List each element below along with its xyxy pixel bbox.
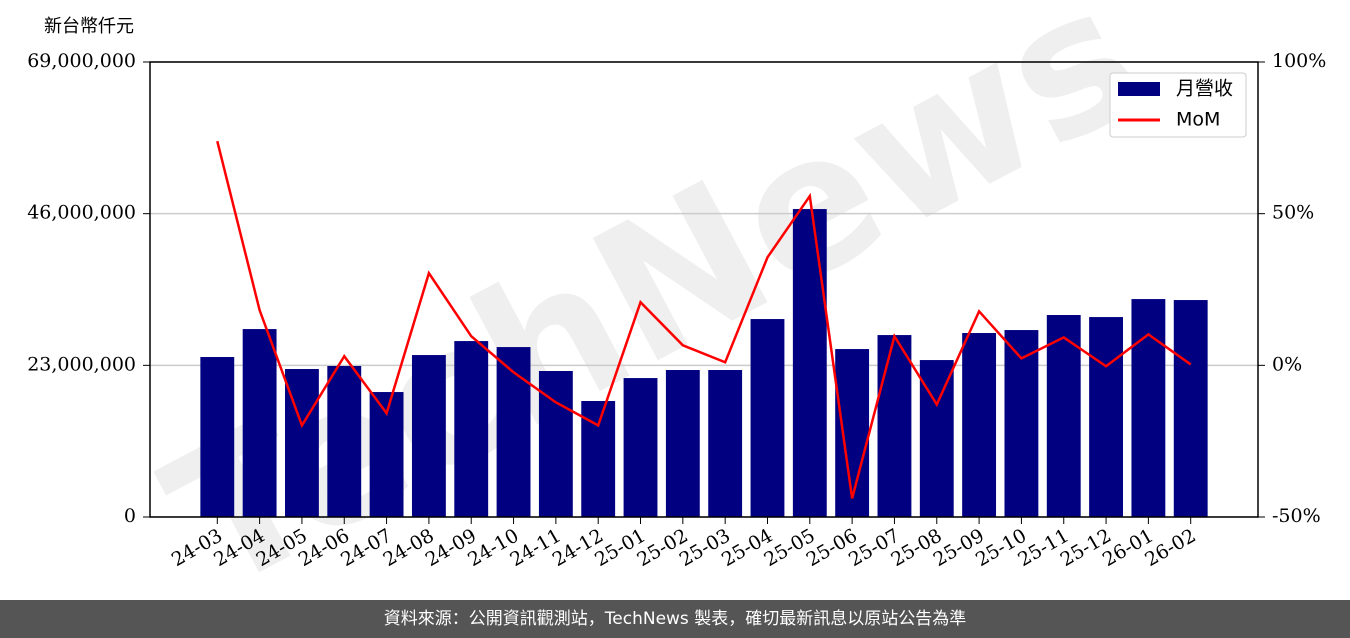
legend-label: 月營收 [1176,78,1233,100]
bar [496,347,531,517]
bar [623,378,658,517]
footer: 資料來源：公開資訊觀測站，TechNews 製表，確切最新訊息以原站公告為準 [0,600,1350,638]
y2-tick-label: 0% [1272,353,1302,375]
bar [962,333,997,517]
bar [1131,299,1166,517]
y-tick-label: 46,000,000 [27,202,136,224]
y-tick-label: 69,000,000 [27,50,136,72]
bar [200,357,235,517]
legend-swatch [1118,82,1160,96]
bar [242,329,277,517]
bar [1004,330,1039,517]
y2-tick-label: -50% [1272,505,1321,527]
bar [1046,315,1081,517]
y2-tick-label: 100% [1272,50,1326,72]
legend-label: MoM [1176,109,1220,131]
bar [792,209,827,517]
bar [708,370,743,517]
bar [1089,317,1123,517]
y-tick-label: 0 [124,505,136,527]
chart: TechNews 新台幣仟元 023,000,00046,000,00069,0… [27,0,1326,600]
bar [1173,300,1208,517]
plot-frame [149,61,1259,518]
y2-tick-label: 50% [1272,202,1314,224]
bar [835,349,870,517]
line [216,140,1192,499]
bar [877,335,912,517]
bar [327,365,362,517]
bar [750,319,785,517]
bar [665,370,700,517]
y-axis-label: 新台幣仟元 [44,16,134,37]
y-tick-label: 23,000,000 [27,353,136,375]
bar [411,355,446,517]
bar [454,341,489,517]
